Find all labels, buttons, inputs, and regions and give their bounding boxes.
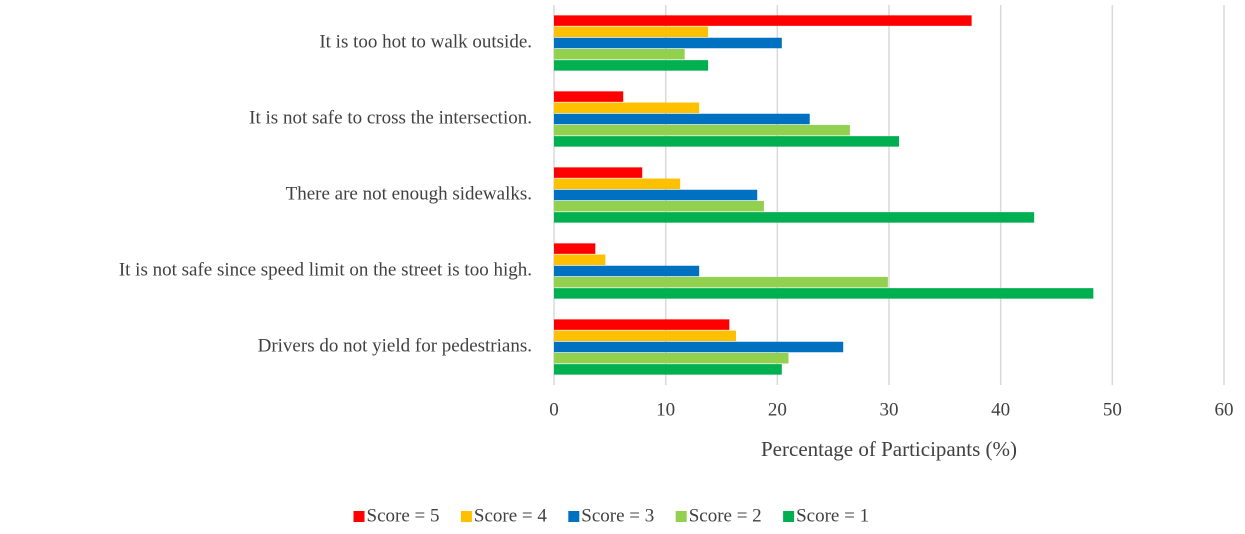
y-tick-label: Drivers do not yield for pedestrians. [258, 335, 532, 356]
bar [554, 189, 758, 201]
bar [554, 276, 888, 288]
legend-label: Score = 1 [796, 505, 869, 526]
bar [554, 167, 643, 178]
legend-label: Score = 2 [689, 505, 762, 526]
legend-swatch [783, 511, 795, 522]
bar [554, 364, 782, 375]
bar [554, 37, 782, 49]
y-tick-label: It is too hot to walk outside. [319, 31, 532, 52]
y-tick-label: It is not safe to cross the intersection… [249, 107, 532, 128]
bar [554, 113, 810, 125]
bar [554, 265, 700, 277]
bar [554, 136, 900, 147]
bar [554, 26, 709, 38]
bar [554, 243, 596, 254]
legend-swatch [460, 511, 472, 522]
bar [554, 15, 972, 26]
x-tick-label: 10 [656, 399, 675, 420]
x-tick-label: 20 [768, 399, 787, 420]
bar [554, 60, 709, 71]
legend-swatch [353, 511, 365, 522]
bar [554, 200, 764, 212]
legend-label: Score = 5 [367, 505, 440, 526]
x-tick-label: 30 [880, 399, 899, 420]
y-tick-label: There are not enough sidewalks. [286, 183, 532, 204]
x-tick-label: 50 [1103, 399, 1122, 420]
legend-swatch [675, 511, 687, 522]
bar [554, 48, 685, 60]
bar [554, 124, 850, 136]
legend-label: Score = 3 [581, 505, 654, 526]
bar [554, 341, 844, 353]
bar [554, 319, 730, 330]
bar [554, 212, 1035, 223]
bar [554, 254, 606, 266]
legend-label: Score = 4 [474, 505, 547, 526]
y-tick-label: It is not safe since speed limit on the … [119, 259, 532, 280]
x-tick-label: 0 [549, 399, 559, 420]
bar [554, 352, 789, 364]
legend-swatch [568, 511, 580, 522]
bar [554, 178, 681, 190]
bar [554, 288, 1094, 299]
x-tick-label: 40 [991, 399, 1010, 420]
bar [554, 91, 624, 102]
bar [554, 102, 700, 114]
x-tick-label: 60 [1215, 399, 1234, 420]
bar [554, 330, 737, 342]
x-axis-title: Percentage of Participants (%) [761, 437, 1017, 461]
